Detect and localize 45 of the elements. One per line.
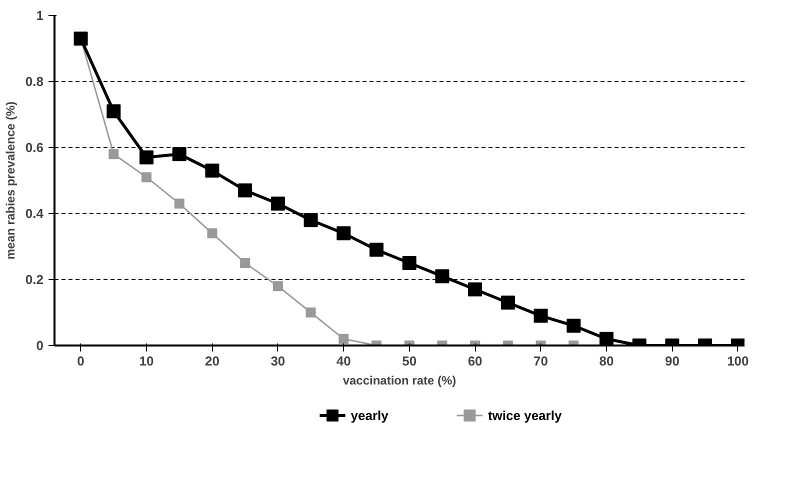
point	[336, 226, 351, 240]
point	[270, 196, 285, 211]
x-tick-label: 0	[77, 354, 84, 368]
point	[304, 213, 318, 228]
x-tick-label: 90	[664, 354, 680, 368]
point	[172, 147, 186, 162]
x-tick-label: 50	[402, 354, 417, 368]
point	[566, 318, 581, 333]
y-axis-title: mean rabies prevalence (%)	[3, 101, 18, 260]
point	[468, 282, 482, 296]
y-tick-label: 0.8	[25, 74, 44, 89]
y-tick-label: 0	[36, 338, 44, 353]
point	[306, 308, 316, 318]
x-tick-label: 20	[204, 354, 220, 368]
x-tick-label: 30	[270, 354, 286, 368]
x-axis-title: vaccination rate (%)	[342, 374, 456, 388]
x-tick-label: 60	[468, 354, 482, 368]
point	[240, 258, 250, 268]
point	[140, 150, 154, 164]
point	[106, 104, 121, 118]
legend-label: yearly	[350, 408, 390, 423]
legend-label: twice yearly	[488, 408, 562, 423]
point	[600, 332, 614, 346]
point	[207, 228, 218, 238]
point	[142, 172, 152, 182]
x-tick-label: 80	[599, 354, 614, 368]
point	[402, 256, 416, 270]
x-tick-label: 40	[336, 354, 351, 368]
point	[205, 164, 220, 178]
point	[370, 242, 384, 257]
point	[534, 308, 548, 323]
point	[500, 296, 515, 310]
y-tick-label: 0.2	[25, 272, 44, 287]
y-tick-label: 0.4	[25, 206, 44, 221]
point	[338, 334, 349, 344]
x-tick-label: 70	[534, 354, 548, 368]
x-tick-label: 100	[727, 354, 749, 368]
point	[435, 269, 450, 284]
x-tick-label: 10	[139, 354, 154, 368]
y-tick-label: 1	[36, 8, 44, 23]
point	[238, 183, 252, 198]
point	[108, 149, 119, 160]
point	[174, 198, 184, 209]
y-tick-label: 0.6	[25, 140, 44, 155]
point	[272, 281, 283, 292]
